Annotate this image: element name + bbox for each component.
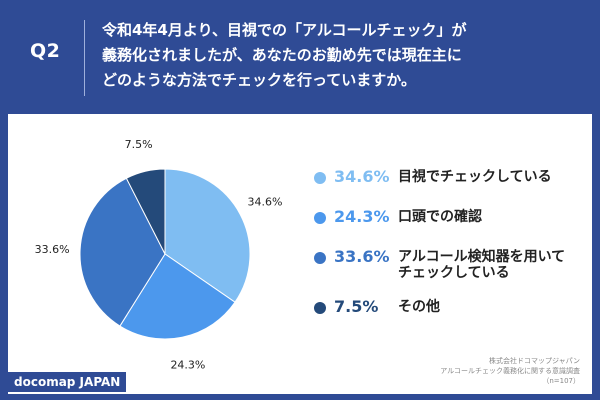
pie-slice: [164, 168, 251, 303]
chart-card: 34.6% 24.3% 33.6% 7.5% 34.6% 目視でチェックしている 24.3…: [8, 114, 592, 394]
legend-percent: 33.6%: [334, 247, 390, 266]
source-note: 株式会社ドコマップジャパン アルコールチェック義務化に関する意識調査 （n=10…: [440, 357, 580, 385]
slice-value-label: 34.6%: [248, 195, 283, 208]
legend-percent: 34.6%: [334, 167, 390, 186]
slice-value-label: 33.6%: [35, 243, 70, 256]
brand-logo: docomap JAPAN: [8, 372, 127, 392]
legend-swatch: [314, 302, 326, 314]
legend-label: 口頭での確認: [398, 209, 482, 225]
header-divider: [84, 20, 85, 96]
legend-label: 目視でチェックしている: [398, 169, 552, 185]
legend-label: アルコール検知器を用いて チェックしている: [398, 249, 566, 281]
legend-swatch: [314, 252, 326, 264]
slice-value-label: 24.3%: [170, 359, 205, 372]
pie-slice: [119, 253, 236, 340]
legend-item: 24.3% 口頭での確認: [308, 207, 588, 248]
legend-percent: 24.3%: [334, 207, 390, 226]
question-header: Q2 令和4年4月より、目視での「アルコールチェック」が 義務化されましたが、あ…: [0, 0, 600, 112]
legend-swatch: [314, 212, 326, 224]
legend-item: 34.6% 目視でチェックしている: [308, 167, 588, 208]
legend-percent: 7.5%: [334, 297, 379, 316]
legend-label: その他: [398, 299, 440, 315]
legend-item: 7.5% その他: [308, 297, 588, 338]
pie-slice: [125, 168, 166, 255]
pie-chart: 34.6% 24.3% 33.6% 7.5%: [35, 138, 283, 372]
legend-swatch: [314, 172, 326, 184]
question-text: 令和4年4月より、目視での「アルコールチェック」が 義務化されましたが、あなたの…: [102, 21, 467, 89]
slice-value-label: 7.5%: [125, 138, 153, 151]
question-number: Q2: [30, 40, 61, 62]
legend-item: 33.6% アルコール検知器を用いて チェックしている: [308, 247, 588, 288]
pie-slice: [79, 177, 166, 327]
